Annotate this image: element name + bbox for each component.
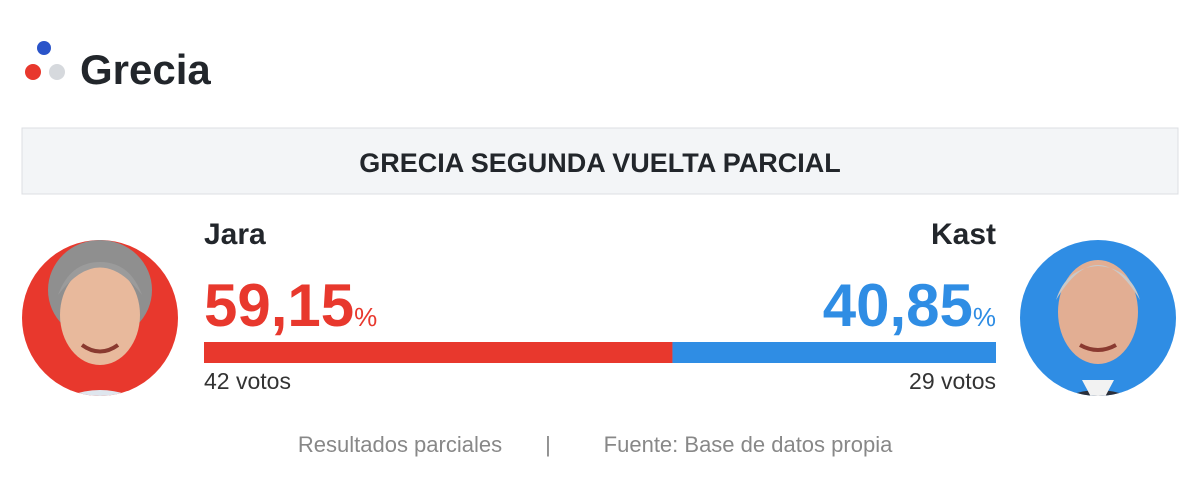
logo xyxy=(25,41,65,80)
percent-sign: % xyxy=(973,302,996,332)
result-bar xyxy=(204,342,673,363)
percent-sign: % xyxy=(354,302,377,332)
footer-separator: | xyxy=(545,432,551,457)
candidates: Jara 42 votos 59,15% Kast 29 votos 40,85% xyxy=(204,218,996,394)
votes-label: 29 votos xyxy=(909,368,996,394)
percent-number: 40,85 xyxy=(823,272,973,339)
page-title: Grecia xyxy=(80,46,211,93)
banner-title: GRECIA SEGUNDA VUELTA PARCIAL xyxy=(359,148,841,178)
footer-source: Fuente: Base de datos propia xyxy=(604,432,893,457)
candidate-photo xyxy=(1020,240,1176,396)
result-bar xyxy=(672,342,996,363)
percent-value: 40,85% xyxy=(823,272,996,339)
candidate-photo xyxy=(22,240,178,396)
percent-number: 59,15 xyxy=(204,272,354,339)
candidate-name: Kast xyxy=(931,218,996,251)
banner-box xyxy=(21,127,1179,195)
candidate-name: Jara xyxy=(204,218,266,251)
votes-label: 42 votos xyxy=(204,368,291,394)
percent-value: 59,15% xyxy=(204,272,377,339)
footer-note: Resultados parciales xyxy=(298,432,502,457)
